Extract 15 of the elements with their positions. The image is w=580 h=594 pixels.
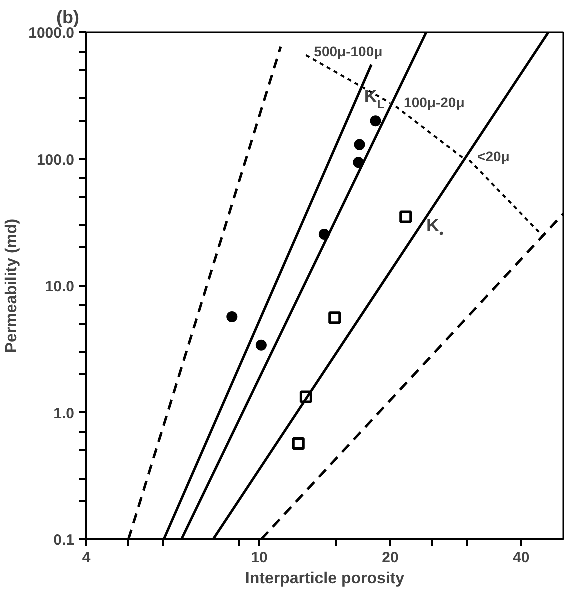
x-tick-label: 10	[251, 550, 268, 566]
x-tick-label: 40	[513, 550, 530, 566]
x-axis-title: Interparticle porosity	[245, 570, 405, 588]
annotation: <20μ	[478, 148, 510, 164]
annotation: K•	[426, 215, 444, 240]
y-axis-title: Permeability (md)	[4, 218, 21, 354]
x-tick-label: 4	[82, 550, 92, 566]
y-tick-label: 0.1	[54, 532, 75, 549]
chart-title: (b)	[56, 8, 80, 28]
y-tick-label: 1.0	[54, 405, 75, 422]
annotation: 500μ-100μ	[314, 43, 383, 60]
annotation: 100μ-20μ	[404, 94, 465, 111]
y-tick-label: 100.0	[36, 152, 75, 169]
x-tick-label: 20	[382, 550, 399, 566]
y-tick-label: 10.0	[45, 278, 75, 296]
